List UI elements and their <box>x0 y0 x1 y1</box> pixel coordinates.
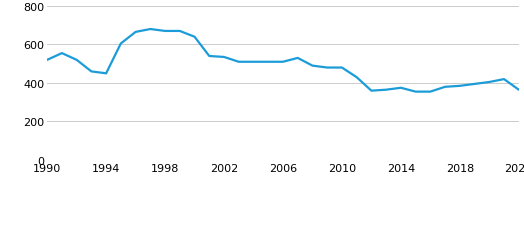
Legend: N.e. Tacoma Elementary School: N.e. Tacoma Elementary School <box>175 224 391 229</box>
